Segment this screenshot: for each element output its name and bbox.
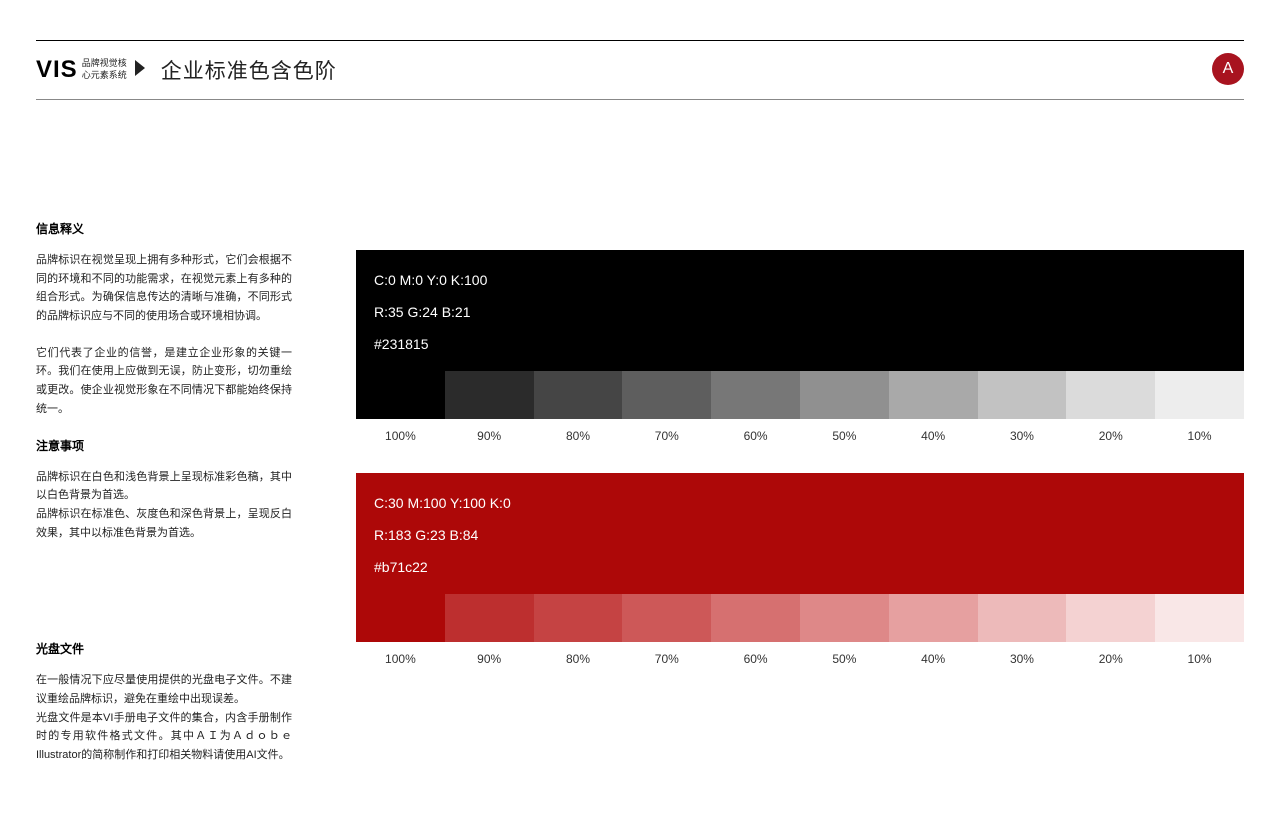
tint-swatch — [1155, 594, 1244, 642]
tint-swatch — [800, 594, 889, 642]
tint-swatch — [889, 594, 978, 642]
tint-row — [356, 371, 1244, 419]
vis-subtitle: 品牌视觉核 心元素系统 — [82, 58, 127, 81]
tint-label: 20% — [1066, 652, 1155, 666]
tint-label: 90% — [445, 652, 534, 666]
tint-label: 10% — [1155, 652, 1244, 666]
tint-label: 40% — [889, 652, 978, 666]
tint-label: 90% — [445, 429, 534, 443]
tint-label: 80% — [534, 429, 623, 443]
tint-swatch — [445, 371, 534, 419]
section-badge: A — [1212, 53, 1244, 85]
tint-label: 100% — [356, 652, 445, 666]
tint-label: 30% — [978, 652, 1067, 666]
chevron-right-icon — [133, 58, 151, 83]
swatch-cmyk: C:30 M:100 Y:100 K:0 — [374, 487, 1226, 519]
main-content: C:0 M:0 Y:0 K:100 R:35 G:24 B:21 #231815… — [316, 220, 1244, 783]
tint-label: 10% — [1155, 429, 1244, 443]
sidebar: 信息释义 品牌标识在视觉呈现上拥有多种形式，它们会根据不同的环境和不同的功能需求… — [36, 220, 316, 783]
section-body: 品牌标识在标准色、灰度色和深色背景上，呈现反白效果，其中以标准色背景为首选。 — [36, 505, 292, 542]
swatch-block-black: C:0 M:0 Y:0 K:100 R:35 G:24 B:21 #231815… — [356, 250, 1244, 443]
tint-swatch — [356, 594, 445, 642]
tint-swatch — [622, 371, 711, 419]
section-title-info: 信息释义 — [36, 220, 292, 237]
tint-label: 50% — [800, 652, 889, 666]
vis-logo: VIS — [36, 56, 78, 84]
swatch-hex: #b71c22 — [374, 551, 1226, 583]
tint-label: 100% — [356, 429, 445, 443]
swatch-rgb: R:35 G:24 B:21 — [374, 296, 1226, 328]
tint-swatch — [622, 594, 711, 642]
tint-label: 30% — [978, 429, 1067, 443]
swatch-main: C:30 M:100 Y:100 K:0 R:183 G:23 B:84 #b7… — [356, 473, 1244, 594]
swatch-block-red: C:30 M:100 Y:100 K:0 R:183 G:23 B:84 #b7… — [356, 473, 1244, 666]
tint-swatch — [356, 371, 445, 419]
tint-swatch — [711, 594, 800, 642]
tint-swatch — [711, 371, 800, 419]
tint-label: 20% — [1066, 429, 1155, 443]
section-body: 在一般情况下应尽量使用提供的光盘电子文件。不建议重绘品牌标识，避免在重绘中出现误… — [36, 671, 292, 708]
section-body: 它们代表了企业的信誉，是建立企业形象的关键一环。我们在使用上应做到无误，防止变形… — [36, 344, 292, 419]
section-body: 光盘文件是本VI手册电子文件的集合，内含手册制作时的专用软件格式文件。其中ＡＩ为… — [36, 709, 292, 765]
tint-label-row: 100%90%80%70%60%50%40%30%20%10% — [356, 652, 1244, 666]
tint-label: 50% — [800, 429, 889, 443]
section-body: 品牌标识在白色和浅色背景上呈现标准彩色稿，其中以白色背景为首选。 — [36, 468, 292, 505]
tint-label: 60% — [711, 652, 800, 666]
page-header: VIS 品牌视觉核 心元素系统 企业标准色含色阶 A — [36, 55, 1244, 100]
tint-swatch — [1066, 371, 1155, 419]
swatch-main: C:0 M:0 Y:0 K:100 R:35 G:24 B:21 #231815 — [356, 250, 1244, 371]
swatch-cmyk: C:0 M:0 Y:0 K:100 — [374, 264, 1226, 296]
section-body: 品牌标识在视觉呈现上拥有多种形式，它们会根据不同的环境和不同的功能需求，在视觉元… — [36, 251, 292, 326]
tint-label: 40% — [889, 429, 978, 443]
section-title-disc: 光盘文件 — [36, 640, 292, 657]
swatch-rgb: R:183 G:23 B:84 — [374, 519, 1226, 551]
tint-row — [356, 594, 1244, 642]
tint-swatch — [534, 371, 623, 419]
tint-swatch — [889, 371, 978, 419]
swatch-hex: #231815 — [374, 328, 1226, 360]
section-title-notes: 注意事项 — [36, 437, 292, 454]
tint-swatch — [1066, 594, 1155, 642]
tint-swatch — [534, 594, 623, 642]
tint-label: 80% — [534, 652, 623, 666]
tint-swatch — [978, 371, 1067, 419]
page-title: 企业标准色含色阶 — [161, 55, 337, 85]
tint-label: 70% — [622, 429, 711, 443]
tint-swatch — [445, 594, 534, 642]
tint-label-row: 100%90%80%70%60%50%40%30%20%10% — [356, 429, 1244, 443]
tint-label: 70% — [622, 652, 711, 666]
tint-swatch — [800, 371, 889, 419]
tint-swatch — [978, 594, 1067, 642]
tint-label: 60% — [711, 429, 800, 443]
tint-swatch — [1155, 371, 1244, 419]
